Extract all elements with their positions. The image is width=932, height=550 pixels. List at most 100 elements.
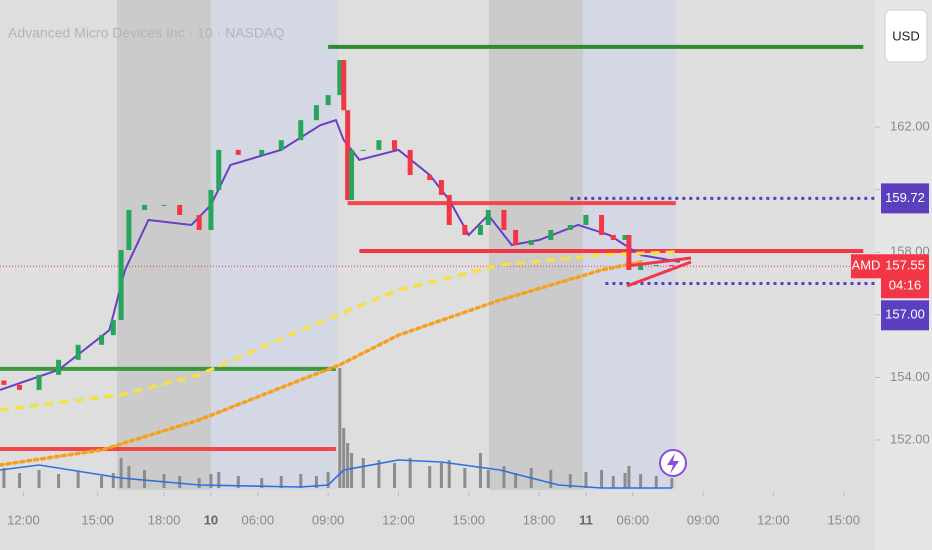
volume-bar — [76, 472, 80, 488]
candle-body — [345, 110, 351, 200]
chart-title: Advanced Micro Devices Inc · 10 · NASDAQ — [8, 25, 284, 41]
candle-body — [427, 174, 433, 180]
x-tick-label: 06:00 — [617, 512, 650, 527]
volume-bar — [428, 466, 432, 488]
volume-bar — [568, 474, 572, 488]
volume-bar — [463, 468, 467, 488]
volume-bar — [408, 458, 412, 488]
volume-bar — [350, 453, 354, 488]
candle-body — [567, 224, 573, 230]
y-tick-label: 162.00 — [890, 118, 930, 133]
triangle-line — [626, 256, 692, 268]
price-badge-label: 159.72 — [885, 190, 925, 205]
price-badge — [881, 183, 929, 214]
candle-body — [259, 149, 265, 155]
candle-body — [126, 209, 132, 251]
x-tick-label: 15:00 — [81, 512, 114, 527]
volume-bar — [654, 476, 658, 488]
candle-body — [208, 189, 214, 230]
candle-body — [407, 149, 413, 175]
candle-body — [485, 209, 491, 225]
volume-bar — [299, 474, 303, 488]
candle-body — [669, 265, 675, 267]
triangle-line — [626, 260, 692, 288]
x-tick-label: 15:00 — [827, 512, 860, 527]
volume-bar — [600, 470, 604, 488]
volume-bar — [346, 443, 350, 488]
y-tick-label: 152.00 — [890, 431, 930, 446]
volume-bar — [486, 470, 490, 488]
currency-button[interactable] — [884, 9, 928, 63]
x-tick-label: 09:00 — [687, 512, 720, 527]
volume-bar — [209, 474, 213, 488]
candle-body — [278, 140, 284, 150]
x-tick-label: 11 — [579, 512, 593, 527]
candle-body — [446, 194, 452, 225]
candle-body — [392, 140, 398, 150]
volume-bar — [111, 473, 115, 488]
candle-body — [161, 204, 167, 206]
volume-bar — [639, 474, 643, 488]
volume-bar — [162, 474, 166, 488]
candle-body — [501, 209, 507, 230]
volume-bar — [361, 458, 365, 488]
x-tick-label: 09:00 — [312, 512, 345, 527]
candle-body — [216, 149, 222, 190]
x-tick-label: 10 — [204, 512, 218, 527]
last-price-badge — [881, 254, 929, 299]
volume-bar — [279, 476, 283, 488]
last-price-label: 157.55 — [885, 258, 925, 273]
volume-bar — [670, 478, 674, 488]
candle-body — [75, 344, 81, 360]
candle-body — [110, 320, 116, 336]
indicator-line — [0, 260, 643, 467]
volume-bar — [439, 463, 443, 488]
volume-bar — [119, 458, 123, 488]
candle-body — [341, 60, 347, 111]
symbol-badge — [851, 254, 881, 279]
candle-body — [337, 60, 343, 96]
volume-bar — [37, 470, 41, 488]
candle-body — [17, 384, 23, 390]
logo-icon — [659, 449, 687, 477]
candle-body — [599, 214, 605, 235]
candle-body — [118, 250, 124, 321]
candle-body — [360, 149, 366, 151]
x-tick-label: 06:00 — [242, 512, 275, 527]
candle-body — [56, 359, 62, 375]
candle-body — [313, 105, 319, 121]
candle-body — [36, 374, 42, 390]
y-tick-label: 154.00 — [890, 369, 930, 384]
candle-body — [622, 234, 628, 240]
price-badge — [881, 300, 929, 331]
session-band — [117, 0, 211, 490]
volume-bar — [127, 466, 131, 488]
candle-body — [1, 380, 7, 385]
volume-bar — [611, 476, 615, 488]
candle-body — [513, 229, 519, 246]
volume-bar — [502, 466, 506, 488]
volume-bar — [338, 368, 342, 488]
countdown: 04:16 — [889, 278, 922, 293]
candle-body — [438, 179, 444, 195]
volume-bar — [197, 478, 201, 488]
x-tick-label: 12:00 — [7, 512, 40, 527]
candle-body — [462, 224, 468, 235]
volume-bar — [143, 470, 147, 488]
x-tick-label: 12:00 — [757, 512, 790, 527]
volume-bar — [514, 473, 518, 488]
volume-bar — [2, 468, 6, 488]
candle-body — [528, 240, 534, 246]
x-tick-label: 15:00 — [452, 512, 485, 527]
candle-body — [177, 204, 183, 215]
x-tick-label: 18:00 — [148, 512, 181, 527]
volume-bar — [377, 460, 381, 488]
volume-bar — [217, 472, 221, 488]
candle-body — [626, 234, 632, 271]
candle-body — [548, 229, 554, 240]
candle-body — [653, 265, 659, 267]
candle-body — [638, 265, 644, 271]
currency: USD — [892, 28, 919, 43]
volume-bar — [393, 463, 397, 488]
